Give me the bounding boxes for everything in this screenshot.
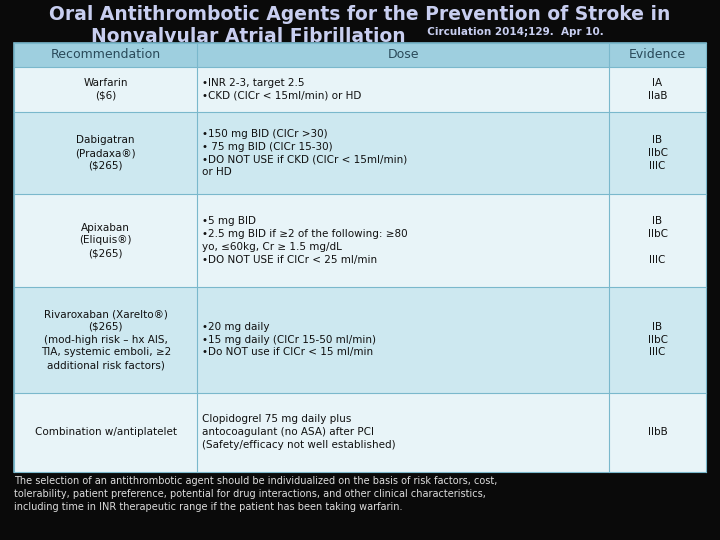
Text: Dose: Dose [387, 49, 419, 62]
Text: Combination w/antiplatelet: Combination w/antiplatelet [35, 427, 176, 437]
Text: IIbB: IIbB [648, 427, 667, 437]
Bar [14, 43, 706, 472]
Text: •INR 2-3, target 2.5
•CKD (ClCr < 15ml/min) or HD: •INR 2-3, target 2.5 •CKD (ClCr < 15ml/m… [202, 78, 361, 101]
Bar [14, 194, 706, 287]
Text: Dabigatran
(Pradaxa®)
($265): Dabigatran (Pradaxa®) ($265) [76, 135, 136, 171]
Text: Recommendation: Recommendation [50, 49, 161, 62]
Text: IA
IIaB: IA IIaB [648, 78, 667, 101]
Bar [14, 43, 706, 67]
Text: Apixaban
(Eliquis®)
($265): Apixaban (Eliquis®) ($265) [79, 222, 132, 258]
Text: Evidence: Evidence [629, 49, 686, 62]
Text: IB
IIbC
IIIC: IB IIbC IIIC [647, 135, 667, 171]
Bar [14, 287, 706, 393]
Text: IB
IIbC
IIIC: IB IIbC IIIC [647, 322, 667, 357]
Text: Clopidogrel 75 mg daily plus
antocoagulant (no ASA) after PCI
(Safety/efficacy n: Clopidogrel 75 mg daily plus antocoagula… [202, 415, 396, 450]
Text: Nonvalvular Atrial Fibrillation: Nonvalvular Atrial Fibrillation [91, 27, 405, 46]
Text: The selection of an antithrombotic agent should be individualized on the basis o: The selection of an antithrombotic agent… [14, 476, 498, 512]
Bar [14, 393, 706, 472]
Text: •5 mg BID
•2.5 mg BID if ≥2 of the following: ≥80
yo, ≤60kg, Cr ≥ 1.5 mg/dL
•DO : •5 mg BID •2.5 mg BID if ≥2 of the follo… [202, 216, 408, 265]
Text: •20 mg daily
•15 mg daily (ClCr 15-50 ml/min)
•Do NOT use if ClCr < 15 ml/min: •20 mg daily •15 mg daily (ClCr 15-50 ml… [202, 322, 377, 357]
Text: Rivaroxaban (Xarelto®)
($265)
(mod-high risk – hx AIS,
TIA, systemic emboli, ≥2
: Rivaroxaban (Xarelto®) ($265) (mod-high … [40, 309, 171, 370]
Text: Warfarin
($6): Warfarin ($6) [84, 78, 128, 101]
Text: Oral Antithrombotic Agents for the Prevention of Stroke in: Oral Antithrombotic Agents for the Preve… [49, 5, 671, 24]
Text: IB
IIbC

IIIC: IB IIbC IIIC [647, 216, 667, 265]
Bar [14, 112, 706, 194]
Bar [14, 67, 706, 112]
Text: Circulation 2014;129.  Apr 10.: Circulation 2014;129. Apr 10. [420, 27, 604, 37]
Text: •150 mg BID (ClCr >30)
• 75 mg BID (ClCr 15-30)
•DO NOT USE if CKD (ClCr < 15ml/: •150 mg BID (ClCr >30) • 75 mg BID (ClCr… [202, 129, 408, 177]
